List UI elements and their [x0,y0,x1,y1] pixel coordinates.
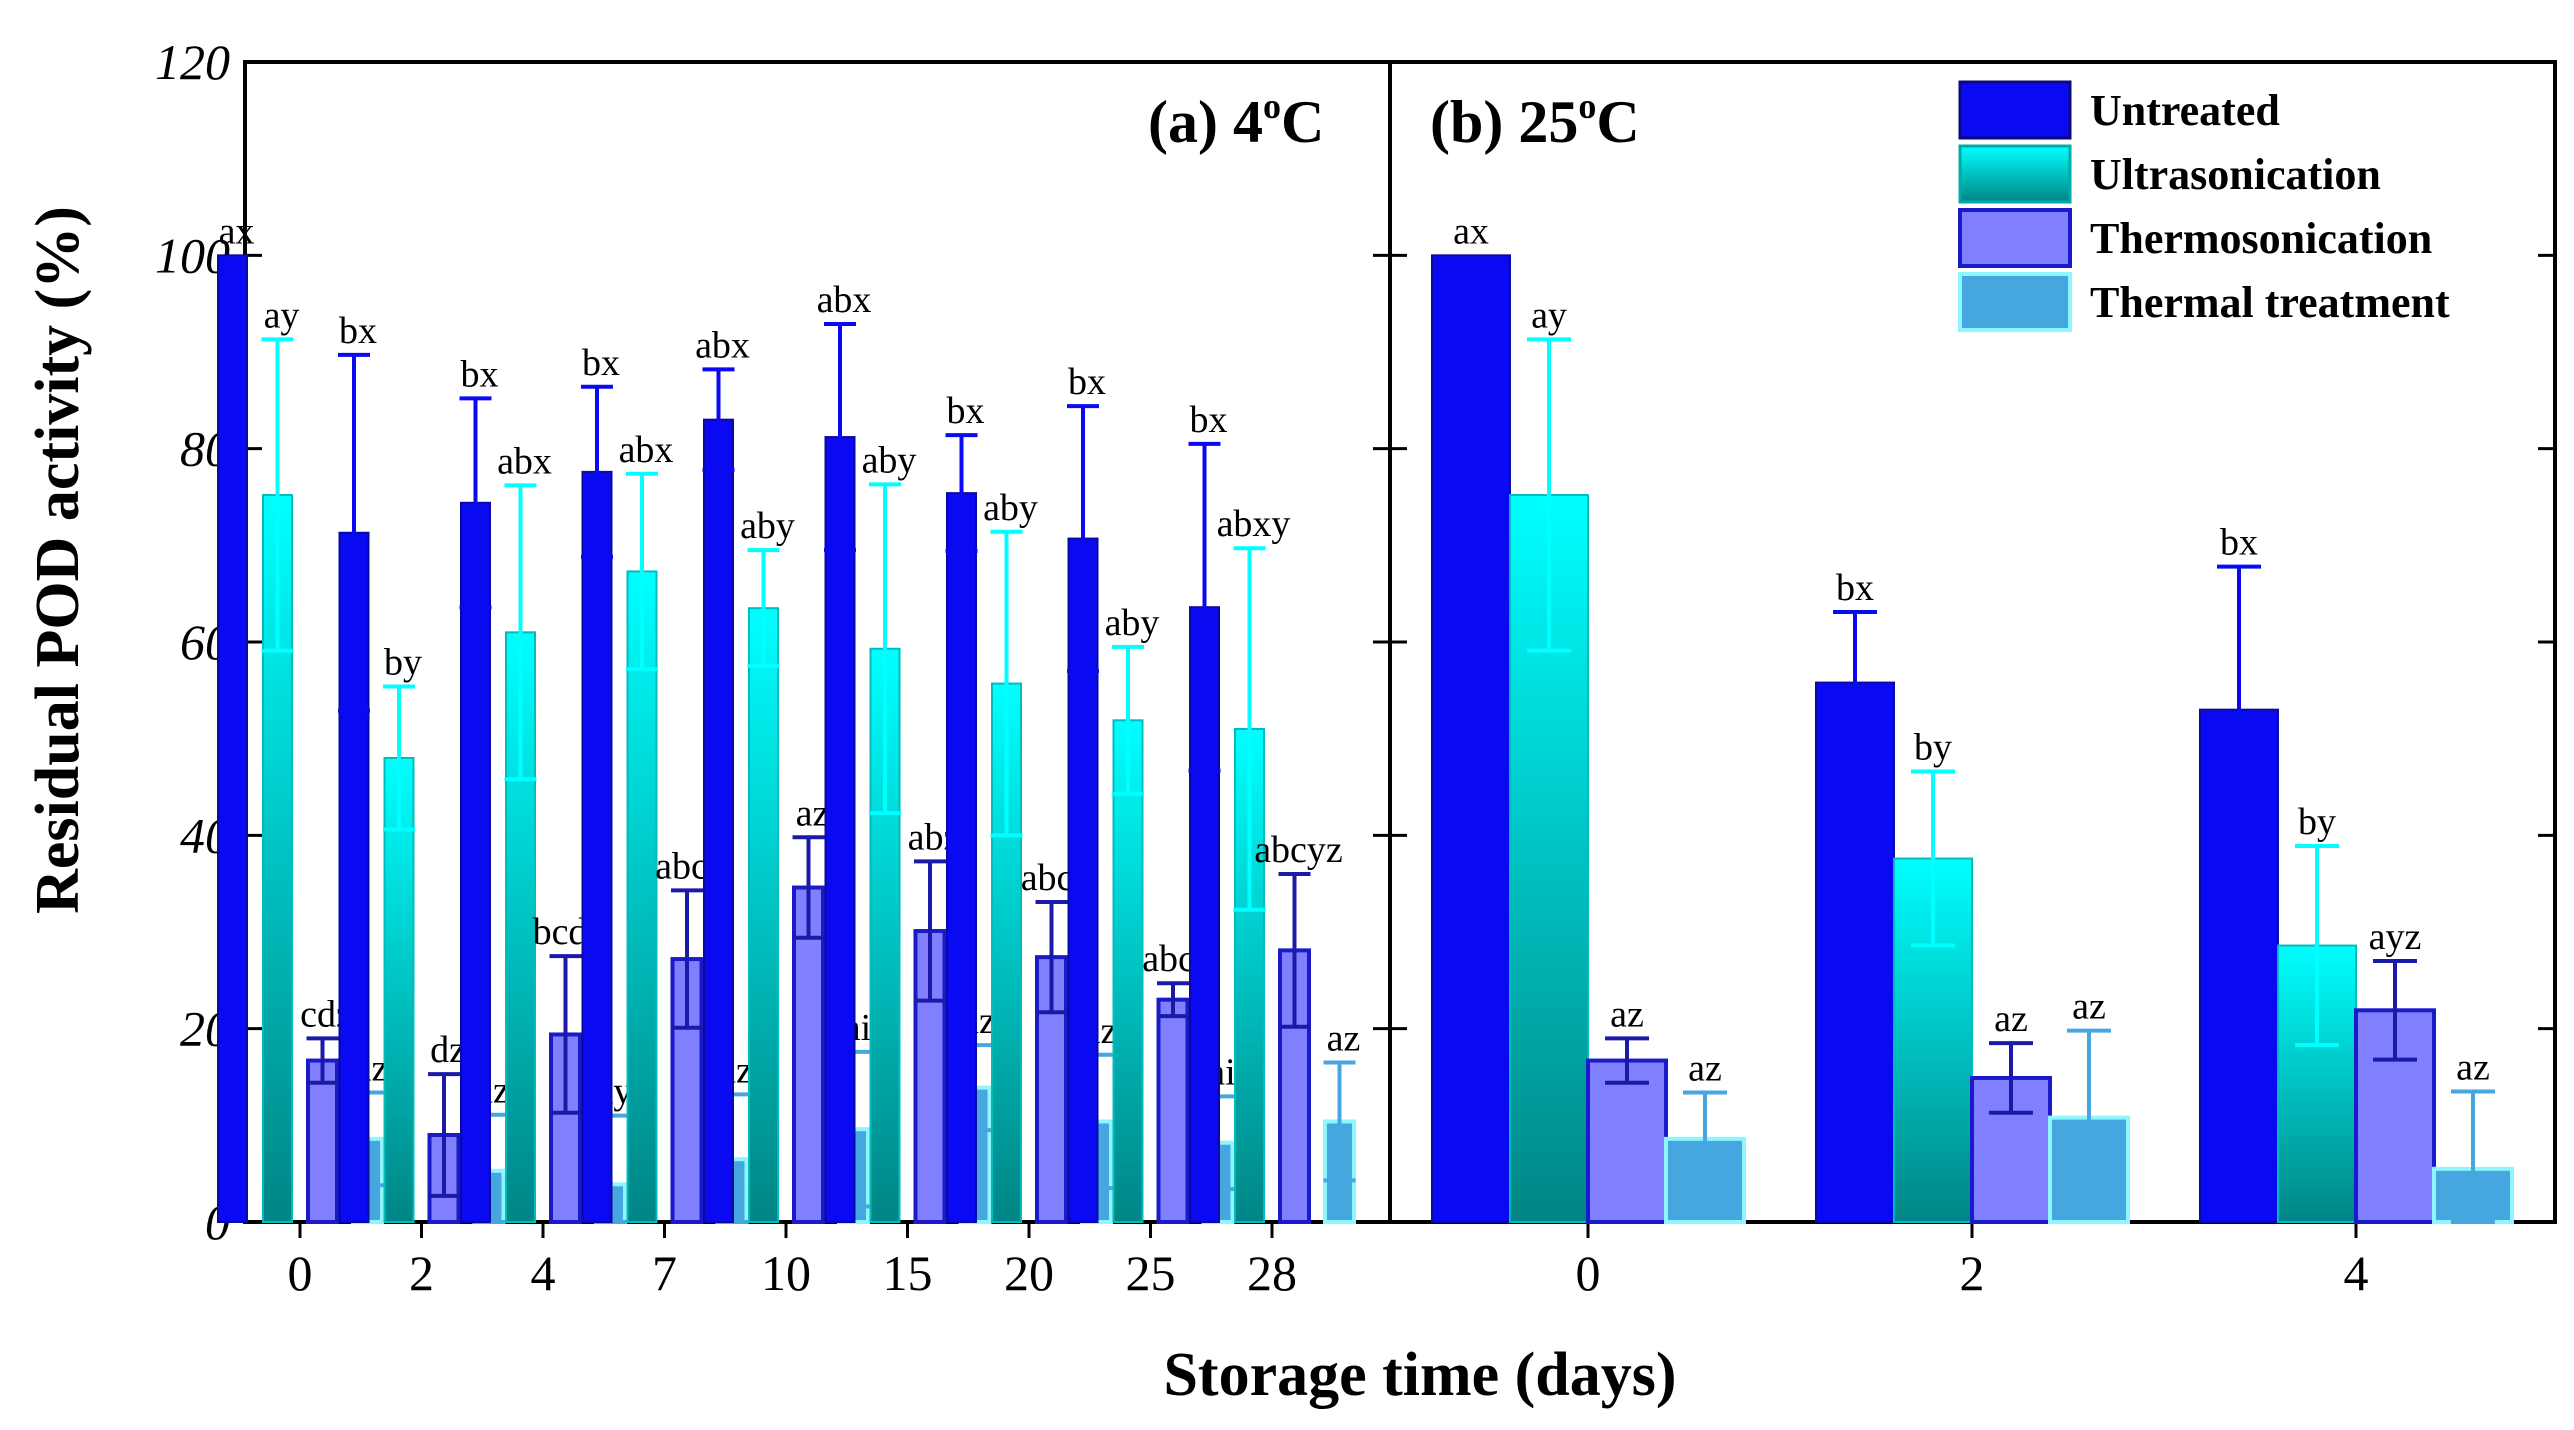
x-tick-label: 0 [1576,1245,1601,1301]
x-tick-label: 15 [883,1245,933,1301]
significance-label-thermosonication: az [1610,993,1644,1035]
x-tick-label: 4 [531,1245,556,1301]
x-tick-label: 10 [761,1245,811,1301]
y-tick-label: 120 [155,34,230,90]
significance-label-thermosonication: dz [430,1029,466,1071]
bar-untreated [946,492,977,1223]
bar-untreated [703,418,734,1223]
significance-label-ultrasonication: abx [619,429,674,471]
panel-a-title: (a) 4oC [1148,86,1324,155]
bar-untreated [460,501,491,1223]
y-axis-title: Residual POD activity (%) [24,206,92,914]
significance-label-ultrasonication: ay [1531,294,1567,336]
x-tick-label: 0 [288,1245,313,1301]
significance-label-ultrasonication: by [384,641,422,683]
significance-label-untreated: bx [1068,361,1106,403]
bar-thermosonication [1156,997,1190,1225]
legend-swatch-thermal [1958,272,2072,332]
significance-label-thermal: az [2456,1047,2490,1089]
significance-label-ultrasonication: abx [497,440,552,482]
significance-label-thermal: az [2072,986,2106,1028]
significance-label-ultrasonication: aby [740,505,795,547]
legend-label-untreated: Untreated [2090,86,2280,135]
x-tick-label: 2 [1960,1245,1985,1301]
bar-thermosonication [1586,1058,1668,1224]
significance-label-untreated: bx [947,390,985,432]
bar-thermosonication [792,885,825,1224]
legend-swatch-untreated [1958,80,2072,140]
x-tick-label: 20 [1004,1245,1054,1301]
bar-ultrasonication [1112,719,1144,1223]
legend-swatch-ultrasonication [1958,144,2072,204]
significance-label-untreated: abx [695,324,750,366]
significance-label-thermosonication: az [1994,998,2028,1040]
bar-ultrasonication [626,570,658,1223]
bar-untreated [581,470,613,1224]
significance-label-untreated: ax [1453,210,1489,252]
significance-label-untreated: abx [817,279,872,321]
significance-label-untreated: bx [582,342,620,384]
bar-ultrasonication [748,607,779,1223]
significance-label-untreated: bx [461,353,499,395]
significance-label-ultrasonication: by [1914,727,1952,769]
plot-layer: 0204060801001200axaycdzaz2bxbydzaz4bxabx… [155,34,2557,1301]
x-tick-label: 28 [1247,1245,1297,1301]
significance-label-thermal: az [1688,1047,1722,1089]
significance-label-untreated: bx [339,310,377,352]
bar-untreated [217,254,248,1224]
significance-label-ultrasonication: aby [983,487,1038,529]
legend-label-thermal: Thermal treatment [2090,278,2450,327]
legend-label-ultrasonication: Ultrasonication [2090,150,2381,199]
significance-label-ultrasonication: aby [862,439,917,481]
x-axis-title: Storage time (days) [1163,1341,1676,1409]
panel-b-title: (b) 25oC [1430,86,1640,155]
significance-label-ultrasonication: aby [1105,602,1160,644]
legend: Untreated Ultrasonication Thermosonicati… [1958,80,2450,332]
legend-swatch-thermosonication [1958,208,2072,268]
bar-untreated [1431,254,1511,1224]
x-tick-label: 2 [409,1245,434,1301]
legend-label-thermosonication: Thermosonication [2090,214,2432,263]
significance-label-ultrasonication: ay [264,294,300,336]
significance-label-thermosonication: ayz [2369,916,2422,958]
significance-label-thermosonication: az [796,792,830,834]
x-tick-label: 7 [652,1245,677,1301]
significance-label-ultrasonication: by [2298,801,2336,843]
significance-label-thermal: az [1327,1018,1361,1060]
significance-label-untreated: ax [219,210,255,252]
significance-label-untreated: bx [1836,567,1874,609]
significance-label-ultrasonication: abxy [1217,503,1291,545]
x-tick-label: 4 [2344,1245,2369,1301]
bar-untreated [824,436,856,1224]
significance-label-untreated: bx [1190,399,1228,441]
significance-label-thermosonication: abcyz [1254,829,1343,871]
significance-label-untreated: bx [2220,522,2258,564]
x-tick-label: 25 [1126,1245,1176,1301]
bar-untreated [1815,681,1895,1223]
